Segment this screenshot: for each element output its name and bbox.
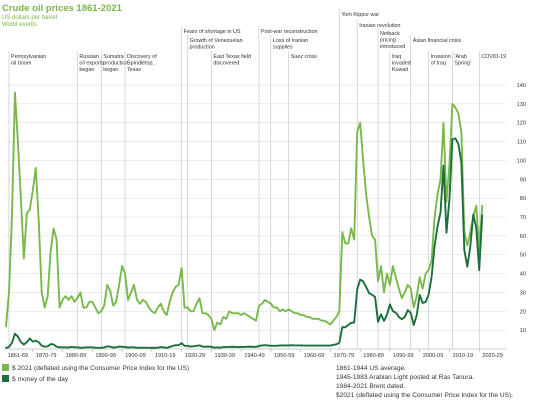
chart-title: Crude oil prices 1861-2021 bbox=[2, 3, 123, 14]
event-label: pricing bbox=[380, 37, 396, 43]
event-label: supplies bbox=[273, 44, 293, 50]
y-tick-label: 140 bbox=[517, 83, 526, 89]
event-label: Kuwait bbox=[392, 67, 409, 73]
event-label: oil boom bbox=[11, 60, 32, 66]
event-label: Pennsylvanian bbox=[11, 54, 46, 60]
event-label: Spring' bbox=[454, 60, 471, 66]
gridlines bbox=[6, 84, 506, 331]
x-tick-label: 1861-69 bbox=[8, 353, 29, 359]
event-label: Sumatra bbox=[103, 54, 123, 60]
y-tick-label: 50 bbox=[520, 253, 526, 259]
note-3: 1984-2021 Brent dated. bbox=[336, 383, 405, 390]
event-label: Suez crisis bbox=[291, 54, 317, 60]
y-tick-label: 70 bbox=[520, 215, 526, 221]
event-label: Asian financial crisis bbox=[413, 38, 462, 44]
event-label: Iraq bbox=[392, 54, 401, 60]
x-tick-label: 2010-19 bbox=[453, 353, 474, 359]
x-tick-label: 1970-79 bbox=[334, 353, 355, 359]
event-label: COVID-19 bbox=[481, 54, 506, 60]
event-label: Discovery of bbox=[127, 54, 157, 60]
event-label: Fears of shortage in US bbox=[184, 29, 241, 35]
event-label: East Texas field bbox=[213, 54, 251, 60]
y-tick-label: 60 bbox=[520, 234, 526, 240]
event-label: oil exports bbox=[79, 60, 104, 66]
x-tick-label: 1960-69 bbox=[304, 353, 325, 359]
note-2: 1945-1983 Arabian Light posted at Ras Ta… bbox=[336, 374, 474, 381]
y-tick-label: 90 bbox=[520, 177, 526, 183]
event-label: production bbox=[103, 60, 128, 66]
event-label: Texas bbox=[127, 67, 141, 73]
event-label: introduced bbox=[380, 44, 405, 50]
source-notes: 1861-1944 US average. 1945-1983 Arabian … bbox=[336, 365, 513, 399]
y-tick-label: 100 bbox=[517, 158, 526, 164]
event-label: Growth of Venezuelan bbox=[190, 38, 243, 44]
y-tick-label: 130 bbox=[517, 102, 526, 108]
y-tick-label: 40 bbox=[520, 272, 526, 278]
x-tick-label: 1940-49 bbox=[244, 353, 265, 359]
event-label: production bbox=[190, 44, 215, 50]
x-tick-label: 2000-09 bbox=[423, 353, 444, 359]
axes: 10 20 30 40 50 60 70 80 90 100 110 120 130 140 1861-69… bbox=[6, 83, 526, 359]
legend-label-nominal: $ money of the day bbox=[12, 376, 69, 383]
legend-swatch-real bbox=[2, 364, 9, 371]
x-tick-label: 1930-39 bbox=[214, 353, 235, 359]
event-label: Spindletop, bbox=[127, 60, 154, 66]
x-tick-label: 1910-19 bbox=[155, 353, 176, 359]
event-label: Netback bbox=[380, 31, 400, 37]
x-tick-label: 1870-79 bbox=[36, 353, 57, 359]
y-tick-label: 20 bbox=[520, 309, 526, 315]
x-tick-label: 1890-99 bbox=[95, 353, 116, 359]
y-tick-label: 80 bbox=[520, 196, 526, 202]
event-label: Loss of Iranian bbox=[273, 38, 308, 44]
event-label: discovered bbox=[213, 60, 239, 66]
y-tick-label: 120 bbox=[517, 121, 526, 127]
note-4: $2021 (deflated using the Consumer Price… bbox=[336, 392, 513, 399]
price-series bbox=[5, 91, 484, 350]
x-tick-label: 1920-29 bbox=[185, 353, 206, 359]
y-tick-label: 110 bbox=[517, 140, 526, 146]
legend: $ 2021 (deflated using the Consumer Pric… bbox=[2, 364, 189, 383]
series-line-money-of-the-day bbox=[5, 137, 484, 350]
y-tick-label: 30 bbox=[520, 290, 526, 296]
y-tick-label: 10 bbox=[520, 328, 526, 334]
event-label: of Iraq bbox=[431, 60, 446, 66]
chart-subtitle-events: World events bbox=[2, 22, 37, 28]
x-tick-label: 1900-09 bbox=[125, 353, 146, 359]
event-label: Yom Kippur war bbox=[341, 12, 379, 18]
x-tick-label: 2020-29 bbox=[482, 353, 503, 359]
event-label: 'Arab bbox=[454, 54, 466, 60]
x-tick-label: 1950-59 bbox=[274, 353, 295, 359]
legend-label-real: $ 2021 (deflated using the Consumer Pric… bbox=[12, 365, 189, 372]
series-line-real-2021-dollars bbox=[5, 91, 484, 332]
event-label: Russian bbox=[79, 54, 98, 60]
event-label: Invasion bbox=[431, 54, 451, 60]
x-tick-label: 1990-99 bbox=[393, 353, 414, 359]
legend-swatch-nominal bbox=[2, 375, 9, 382]
event-label: invaded bbox=[392, 60, 411, 66]
event-label: began bbox=[103, 67, 118, 73]
event-label: Post-war reconstruction bbox=[261, 29, 318, 35]
chart-subtitle-units: US dollars per barrel bbox=[2, 15, 57, 21]
x-tick-label: 1880-89 bbox=[66, 353, 87, 359]
event-label: began bbox=[79, 67, 94, 73]
event-label: Iranian revolution bbox=[359, 23, 400, 29]
note-1: 1861-1944 US average. bbox=[336, 365, 406, 372]
x-tick-label: 1980-89 bbox=[363, 353, 384, 359]
